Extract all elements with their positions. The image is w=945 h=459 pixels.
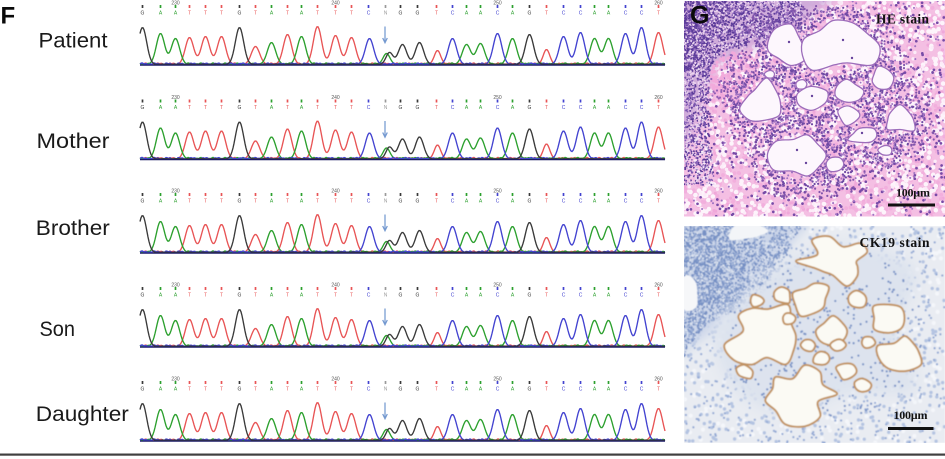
svg-text:G: G xyxy=(690,2,709,30)
svg-text:Mother: Mother xyxy=(37,129,110,153)
svg-text:Patient: Patient xyxy=(39,29,108,53)
svg-text:Brother: Brother xyxy=(36,216,110,240)
svg-text:100µm: 100µm xyxy=(894,408,928,422)
svg-text:Son: Son xyxy=(40,317,76,341)
svg-text:HE stain: HE stain xyxy=(876,12,929,27)
svg-text:F: F xyxy=(1,3,16,30)
svg-text:100µm: 100µm xyxy=(896,186,930,200)
svg-text:CK19 stain: CK19 stain xyxy=(860,235,930,250)
svg-text:Daughter: Daughter xyxy=(36,402,129,426)
